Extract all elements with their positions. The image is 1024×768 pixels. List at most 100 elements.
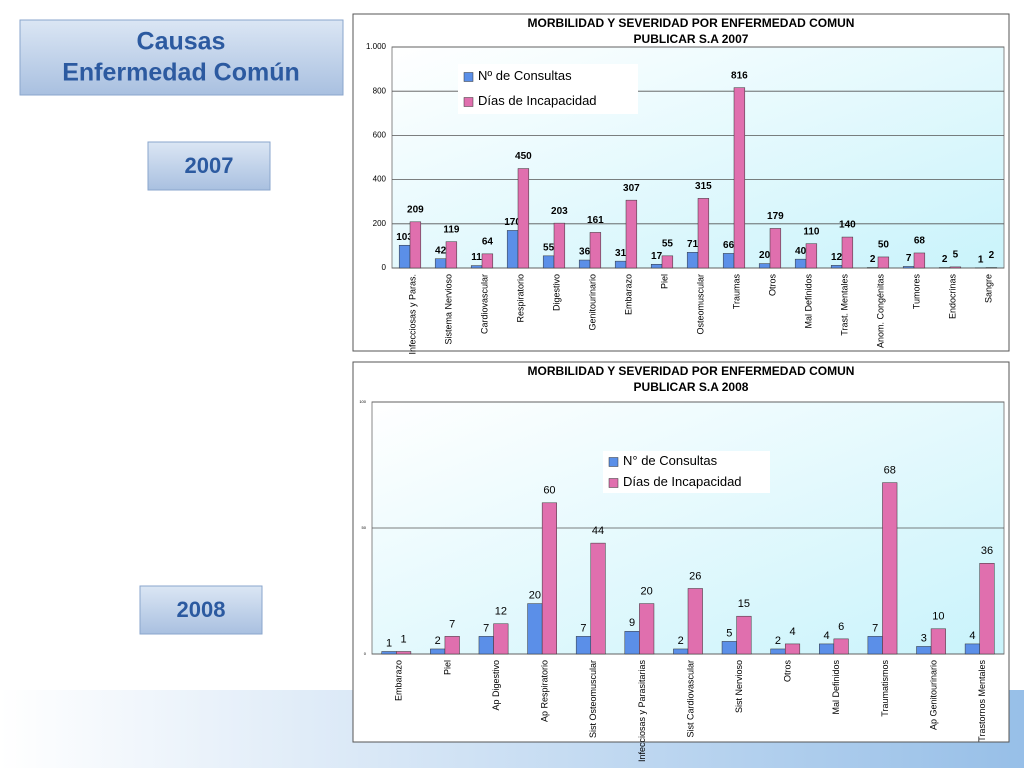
bar [830,265,843,269]
bar [444,636,460,655]
x-tick-label: Ap Respiratorio [540,660,550,722]
bar [445,241,458,269]
data-label: 20 [641,586,653,598]
data-label: 4 [823,630,829,642]
data-label: 2 [678,635,684,647]
bar [430,648,446,655]
data-label: 15 [738,598,750,610]
bar [398,244,411,269]
legend-label: N° de Consultas [623,453,718,468]
data-label: 7 [872,622,878,634]
data-label: 71 [687,239,699,250]
data-label: 170 [504,217,521,228]
data-label: 450 [515,151,532,162]
bar [624,631,640,655]
data-label: 140 [839,220,856,231]
bar [506,230,519,269]
y-tick-label: 50 [362,525,367,530]
data-label: 44 [592,525,604,537]
bar [769,228,782,269]
x-tick-label: Infecciosas y Parasitarias [637,660,647,763]
x-tick-label: Piel [442,660,452,675]
bar [614,260,627,269]
bar [553,222,566,269]
x-tick-label: Traumas [731,274,741,310]
data-label: 17 [651,251,663,262]
chart-subtitle: PUBLICAR S.A 2008 [634,380,749,394]
data-label: 5 [953,250,959,261]
bar [841,236,854,269]
legend-label: Días de Incapacidad [478,93,597,108]
bar [949,266,962,269]
x-tick-label: Sist Nervioso [734,660,744,713]
data-label: 26 [689,570,701,582]
bar [687,588,703,655]
y-tick-label: 100 [359,399,366,404]
legend-box [603,451,770,493]
data-label: 20 [529,590,541,602]
year-box [147,141,271,191]
bar [794,258,807,269]
data-label: 4 [969,630,975,642]
x-tick-label: Sangre [983,274,993,303]
bar [979,563,995,655]
data-label: 307 [623,183,640,194]
data-label: 68 [884,465,896,477]
chart-title: MORBILIDAD Y SEVERIDAD POR ENFERMEDAD CO… [528,364,855,378]
data-label: 9 [629,617,635,629]
bar [541,502,557,655]
bar [697,198,710,269]
data-label: 55 [662,238,674,249]
bar [721,641,737,655]
data-label: 40 [795,246,807,257]
data-label: 816 [731,70,748,81]
x-tick-label: Cardiovascular [479,274,489,334]
bar [481,253,494,269]
data-label: 3 [921,632,927,644]
bar [913,252,926,269]
data-label: 66 [723,240,735,251]
title-box [19,19,344,96]
bar [758,263,771,269]
data-label: 110 [803,226,820,237]
data-label: 7 [449,618,455,630]
bar [784,643,801,655]
data-label: 6 [838,621,844,633]
bar [639,603,655,655]
bar [493,623,509,655]
year-label: 2007 [185,153,234,178]
bar [478,636,494,655]
bar [517,168,530,269]
x-tick-label: Infecciosas y Paras. [407,274,417,355]
y-tick-label: 800 [373,86,387,95]
bar [650,263,663,269]
y-tick-label: 0 [382,263,387,272]
data-label: 64 [482,236,494,247]
y-tick-label: 600 [373,131,387,140]
bar [686,252,699,269]
bar [964,643,980,655]
data-label: 119 [443,224,460,235]
slide-title: Causas [137,28,226,56]
data-label: 2 [942,254,948,265]
bar [770,648,786,655]
bar [578,259,591,269]
data-label: 1 [401,633,407,645]
data-label: 7 [580,622,586,634]
data-label: 1 [386,637,392,649]
y-tick-label: 200 [373,219,387,228]
data-label: 4 [789,626,795,638]
legend-box [458,64,638,114]
bar [877,256,890,269]
bar [819,643,835,655]
chart-subtitle: PUBLICAR S.A 2007 [634,32,749,46]
chart-title: MORBILIDAD Y SEVERIDAD POR ENFERMEDAD CO… [528,16,855,30]
data-label: 2 [435,635,441,647]
legend-swatch [463,97,474,107]
data-label: 60 [543,485,555,497]
x-tick-label: Otros [783,660,793,683]
x-tick-label: Mal Definidos [803,274,813,329]
data-label: 203 [551,206,568,217]
x-tick-label: Ap Digestivo [491,660,501,711]
